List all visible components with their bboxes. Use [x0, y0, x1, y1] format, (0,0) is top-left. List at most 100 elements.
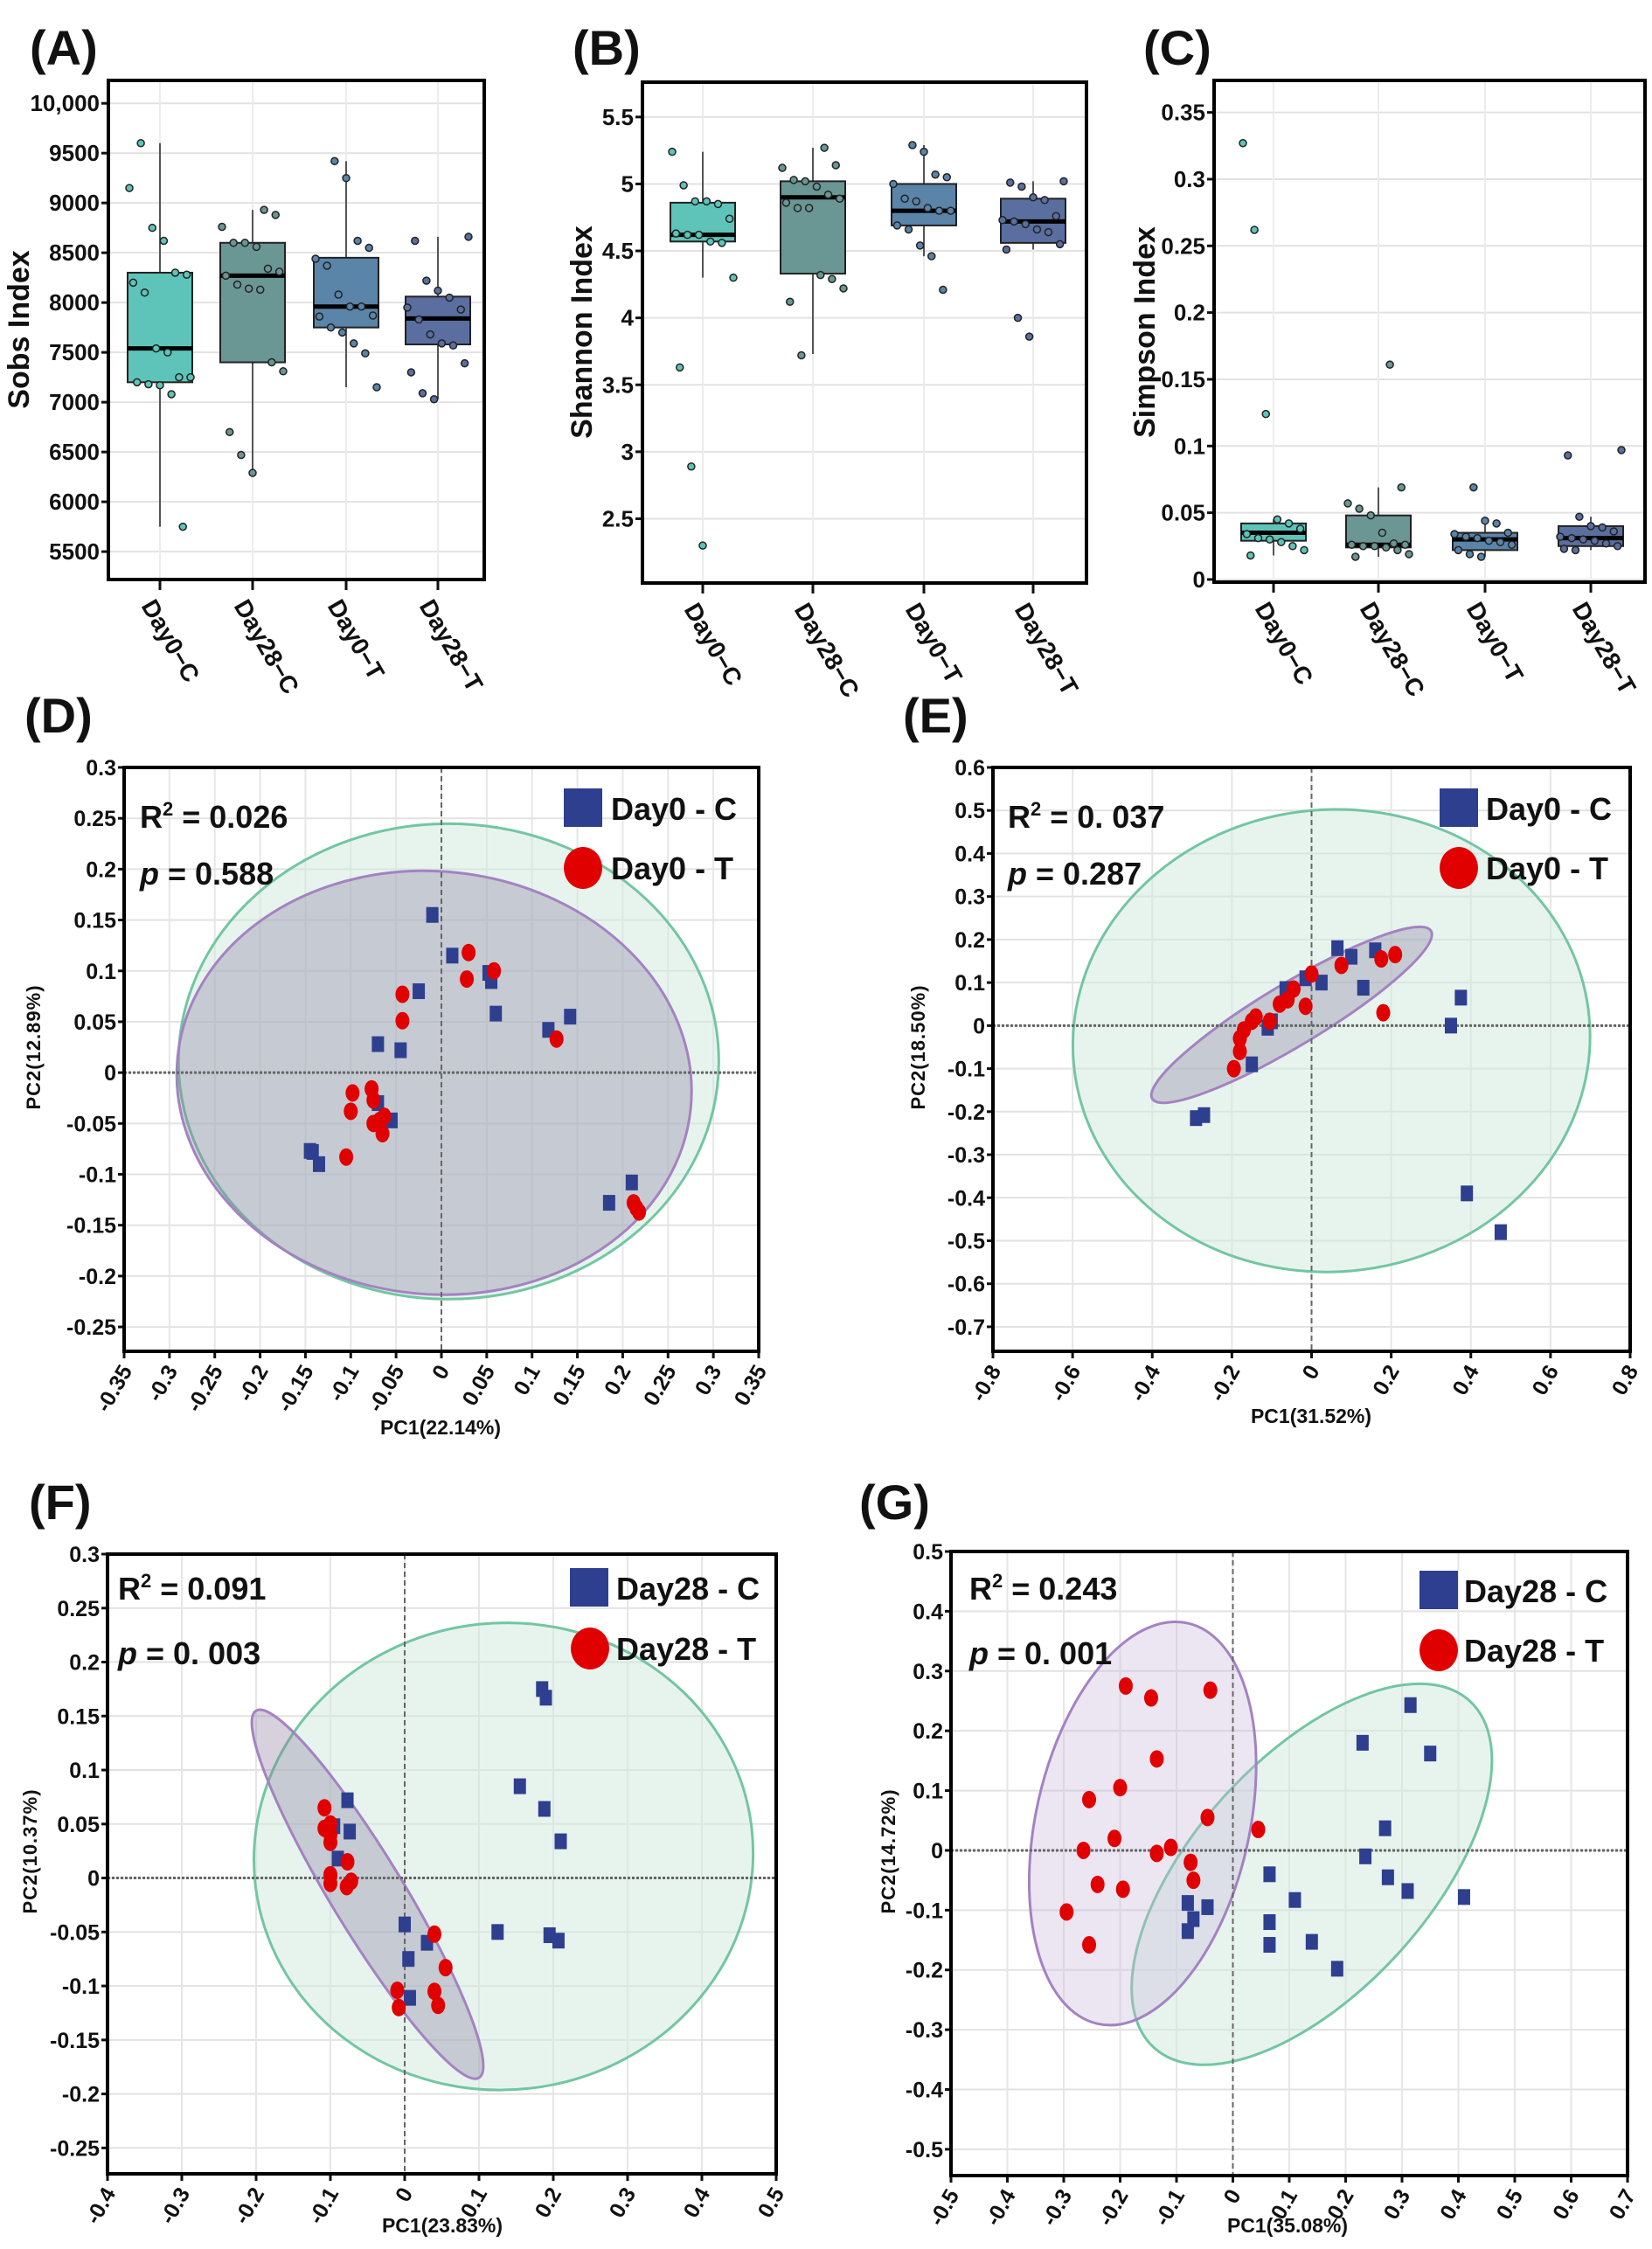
data-point: [350, 339, 358, 348]
data-point: [1454, 545, 1463, 555]
data-point: [1295, 524, 1305, 533]
data-point: [437, 339, 447, 348]
data-point: [418, 389, 427, 398]
data-point: [337, 328, 347, 337]
data-point: [414, 315, 423, 324]
x-tick-label: 0.05: [457, 1361, 500, 1410]
data-point-circle: [427, 1925, 441, 1943]
r2-label: R: [140, 799, 163, 835]
data-point: [267, 357, 276, 367]
series-treatment: [317, 1799, 453, 2016]
y-tick-label: 7000: [49, 389, 100, 415]
p-value: = 0. 001: [989, 1635, 1112, 1671]
data-point-square: [1357, 980, 1370, 996]
y-tick-label: 9500: [49, 140, 100, 166]
data-point-circle: [462, 943, 476, 961]
y-tick-label: 0.5: [954, 799, 985, 823]
x-tick-label: -0.05: [364, 1361, 410, 1416]
r-squared-annotation: R2 = 0. 037: [1008, 798, 1164, 835]
y-axis-title: Shannon Index: [566, 226, 599, 439]
data-point: [1358, 542, 1368, 551]
legend-label: Day28 - C: [1464, 1573, 1607, 1609]
p-label: p: [968, 1635, 989, 1671]
legend: Day28 - C Day28 - T: [1419, 1571, 1607, 1671]
y-tick-label: 6500: [49, 439, 100, 465]
data-point-circle: [1334, 956, 1349, 975]
data-point: [1496, 538, 1505, 546]
box-0: [1239, 139, 1308, 560]
data-point: [1503, 528, 1512, 538]
p-value: = 0.588: [159, 856, 274, 892]
x-tick-label: -0.1: [303, 2183, 344, 2228]
data-point: [831, 161, 840, 170]
y-tick-label: 0.1: [1174, 433, 1205, 459]
panel-label: (F): [29, 1475, 92, 1530]
data-point: [156, 381, 164, 390]
data-point-circle: [1090, 1875, 1105, 1893]
r2-value: = 0. 037: [1041, 799, 1164, 835]
p-label: p: [139, 856, 159, 892]
legend: Day0 - C Day0 - T: [1440, 788, 1612, 889]
y-tick-label: 5500: [49, 538, 100, 565]
legend-label: Day0 - C: [611, 791, 737, 827]
x-tick-label: 0.6: [1527, 1361, 1564, 1399]
legend: Day0 - C Day0 - T: [564, 788, 737, 889]
y-tick-label: -0.2: [947, 1100, 985, 1125]
data-point: [411, 236, 420, 246]
data-point-circle: [340, 1853, 355, 1871]
data-point: [1006, 178, 1015, 187]
data-point: [839, 284, 848, 293]
y-axis-title: Sobs Index: [3, 250, 36, 408]
data-point-square: [491, 1924, 504, 1940]
data-point: [1355, 504, 1364, 513]
data-point-square: [1330, 1961, 1343, 1977]
box-1: [218, 205, 288, 477]
x-tick-label: 0.5: [1492, 2185, 1529, 2224]
y-tick-label: -0.3: [906, 2018, 943, 2043]
data-point-circle: [1183, 1853, 1198, 1871]
y-tick-label: 0.3: [913, 1660, 943, 1684]
y-tick-label: 0.3: [69, 1543, 100, 1567]
data-point-square: [1461, 1185, 1474, 1202]
y-tick-label: -0.2: [62, 2083, 100, 2107]
data-point-square: [539, 1690, 552, 1706]
panel-label: (D): [24, 688, 93, 743]
data-point: [1370, 542, 1379, 551]
data-point-square: [1378, 1820, 1392, 1836]
box-3: [1556, 446, 1626, 555]
data-point-square: [564, 1009, 577, 1025]
data-point: [163, 348, 172, 357]
x-tick-label: -0.4: [981, 2185, 1021, 2230]
data-point: [816, 270, 825, 280]
x-tick-label: 0.35: [730, 1361, 773, 1410]
r-squared-annotation: R2 = 0.091: [118, 1570, 266, 1607]
p-value-annotation: p = 0.287: [1007, 856, 1142, 892]
data-point-square: [426, 906, 439, 923]
data-point-circle: [632, 1203, 647, 1221]
y-tick-label: -0.1: [79, 1163, 116, 1188]
data-point-square: [1381, 1869, 1394, 1885]
data-point: [151, 344, 161, 353]
data-point: [345, 302, 355, 311]
data-point: [797, 351, 806, 360]
data-point-circle: [1186, 1871, 1201, 1890]
data-point-square: [371, 1036, 385, 1052]
data-point: [1617, 446, 1626, 455]
data-point: [1059, 177, 1068, 186]
data-point-circle: [1232, 1030, 1247, 1048]
data-point-circle: [1376, 1003, 1391, 1022]
data-point-square: [1359, 1848, 1372, 1864]
plot-frame: [122, 766, 760, 1353]
data-point: [170, 268, 180, 277]
data-point-circle: [1232, 1042, 1247, 1060]
y-tick-label: -0.1: [906, 1898, 943, 1923]
y-tick-label: 0.2: [86, 857, 116, 882]
y-tick-label: 0.1: [913, 1780, 943, 1804]
data-point-circle: [323, 1874, 337, 1892]
data-point-square: [1197, 1107, 1211, 1123]
box-panel-c: (C) 0 0.05 0.1 0.15 0.2 0.25 0.3 0.35 Day0−C Day28…: [1128, 20, 1647, 701]
data-point: [229, 239, 238, 247]
data-point-circle: [1118, 1676, 1133, 1695]
y-tick-label: 6000: [49, 489, 100, 515]
legend-label: Day0 - C: [1486, 791, 1612, 827]
